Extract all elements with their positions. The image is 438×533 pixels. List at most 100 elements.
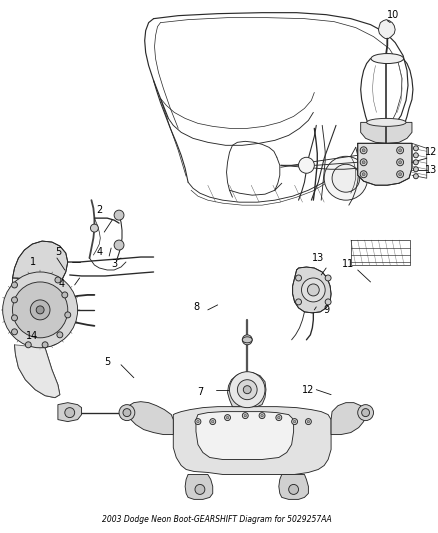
- Circle shape: [237, 379, 257, 400]
- Polygon shape: [13, 241, 68, 280]
- Circle shape: [226, 416, 229, 419]
- Text: 8: 8: [193, 302, 199, 312]
- Circle shape: [362, 173, 365, 176]
- Circle shape: [413, 146, 418, 151]
- Circle shape: [210, 418, 215, 425]
- Circle shape: [57, 332, 63, 338]
- Circle shape: [65, 312, 71, 318]
- Circle shape: [278, 416, 280, 419]
- Circle shape: [119, 405, 135, 421]
- Circle shape: [362, 161, 365, 164]
- Circle shape: [413, 160, 418, 165]
- Text: 4: 4: [59, 279, 65, 289]
- Text: 13: 13: [424, 165, 437, 175]
- Circle shape: [261, 415, 263, 417]
- Circle shape: [114, 210, 124, 220]
- Text: 2: 2: [96, 205, 102, 215]
- Circle shape: [397, 147, 403, 154]
- Circle shape: [413, 174, 418, 179]
- Circle shape: [296, 299, 301, 305]
- Circle shape: [212, 421, 214, 423]
- Circle shape: [123, 409, 131, 417]
- Circle shape: [360, 171, 367, 177]
- Polygon shape: [360, 123, 412, 143]
- Circle shape: [397, 171, 403, 177]
- Circle shape: [42, 342, 48, 348]
- Circle shape: [325, 299, 331, 305]
- Circle shape: [25, 342, 31, 348]
- Circle shape: [362, 409, 370, 417]
- Circle shape: [299, 157, 314, 173]
- Circle shape: [225, 415, 230, 421]
- Polygon shape: [279, 474, 308, 499]
- Circle shape: [399, 149, 402, 152]
- Circle shape: [62, 292, 68, 298]
- Circle shape: [307, 421, 310, 423]
- Circle shape: [65, 408, 74, 417]
- Circle shape: [244, 386, 251, 394]
- Text: 9: 9: [323, 305, 329, 315]
- Ellipse shape: [367, 118, 406, 126]
- Polygon shape: [127, 402, 173, 434]
- Text: 12: 12: [424, 147, 437, 157]
- Circle shape: [332, 164, 360, 192]
- Circle shape: [36, 306, 44, 314]
- Text: 3: 3: [111, 259, 117, 269]
- Polygon shape: [293, 267, 331, 313]
- Text: 2003 Dodge Neon Boot-GEARSHIFT Diagram for 5029257AA: 2003 Dodge Neon Boot-GEARSHIFT Diagram f…: [102, 515, 332, 524]
- Text: 7: 7: [197, 386, 203, 397]
- Circle shape: [30, 300, 50, 320]
- Circle shape: [292, 418, 297, 425]
- Circle shape: [195, 418, 201, 425]
- Circle shape: [307, 284, 319, 296]
- Polygon shape: [173, 407, 331, 474]
- Circle shape: [13, 282, 68, 338]
- Circle shape: [362, 149, 365, 152]
- Circle shape: [11, 282, 18, 288]
- Polygon shape: [331, 402, 366, 434]
- Circle shape: [276, 415, 282, 421]
- Circle shape: [11, 329, 18, 335]
- Polygon shape: [14, 345, 60, 398]
- Circle shape: [358, 405, 374, 421]
- Text: 13: 13: [312, 253, 325, 263]
- Ellipse shape: [371, 53, 403, 63]
- Polygon shape: [13, 274, 70, 348]
- Circle shape: [259, 413, 265, 418]
- Circle shape: [11, 315, 18, 321]
- Circle shape: [114, 240, 124, 250]
- Text: 11: 11: [342, 259, 354, 269]
- Polygon shape: [358, 143, 412, 185]
- Circle shape: [90, 224, 99, 232]
- Circle shape: [3, 272, 78, 348]
- Polygon shape: [58, 402, 81, 422]
- Circle shape: [11, 297, 18, 303]
- Text: 10: 10: [387, 10, 399, 20]
- Polygon shape: [378, 20, 395, 38]
- Circle shape: [360, 147, 367, 154]
- Circle shape: [242, 335, 252, 345]
- Circle shape: [293, 421, 296, 423]
- Circle shape: [296, 275, 301, 281]
- Circle shape: [244, 415, 247, 417]
- Circle shape: [305, 418, 311, 425]
- Circle shape: [289, 484, 299, 495]
- Circle shape: [55, 277, 61, 283]
- Circle shape: [397, 159, 403, 166]
- Circle shape: [197, 421, 199, 423]
- Polygon shape: [185, 474, 213, 499]
- Circle shape: [242, 413, 248, 418]
- Circle shape: [230, 372, 265, 408]
- Circle shape: [325, 275, 331, 281]
- Text: 1: 1: [30, 257, 36, 267]
- Polygon shape: [196, 411, 293, 459]
- Text: 4: 4: [96, 247, 102, 257]
- Circle shape: [360, 159, 367, 166]
- Circle shape: [324, 156, 367, 200]
- Circle shape: [399, 161, 402, 164]
- Polygon shape: [227, 373, 266, 407]
- Text: 12: 12: [302, 385, 314, 394]
- Ellipse shape: [242, 337, 252, 343]
- Circle shape: [301, 278, 325, 302]
- Text: 5: 5: [55, 247, 61, 257]
